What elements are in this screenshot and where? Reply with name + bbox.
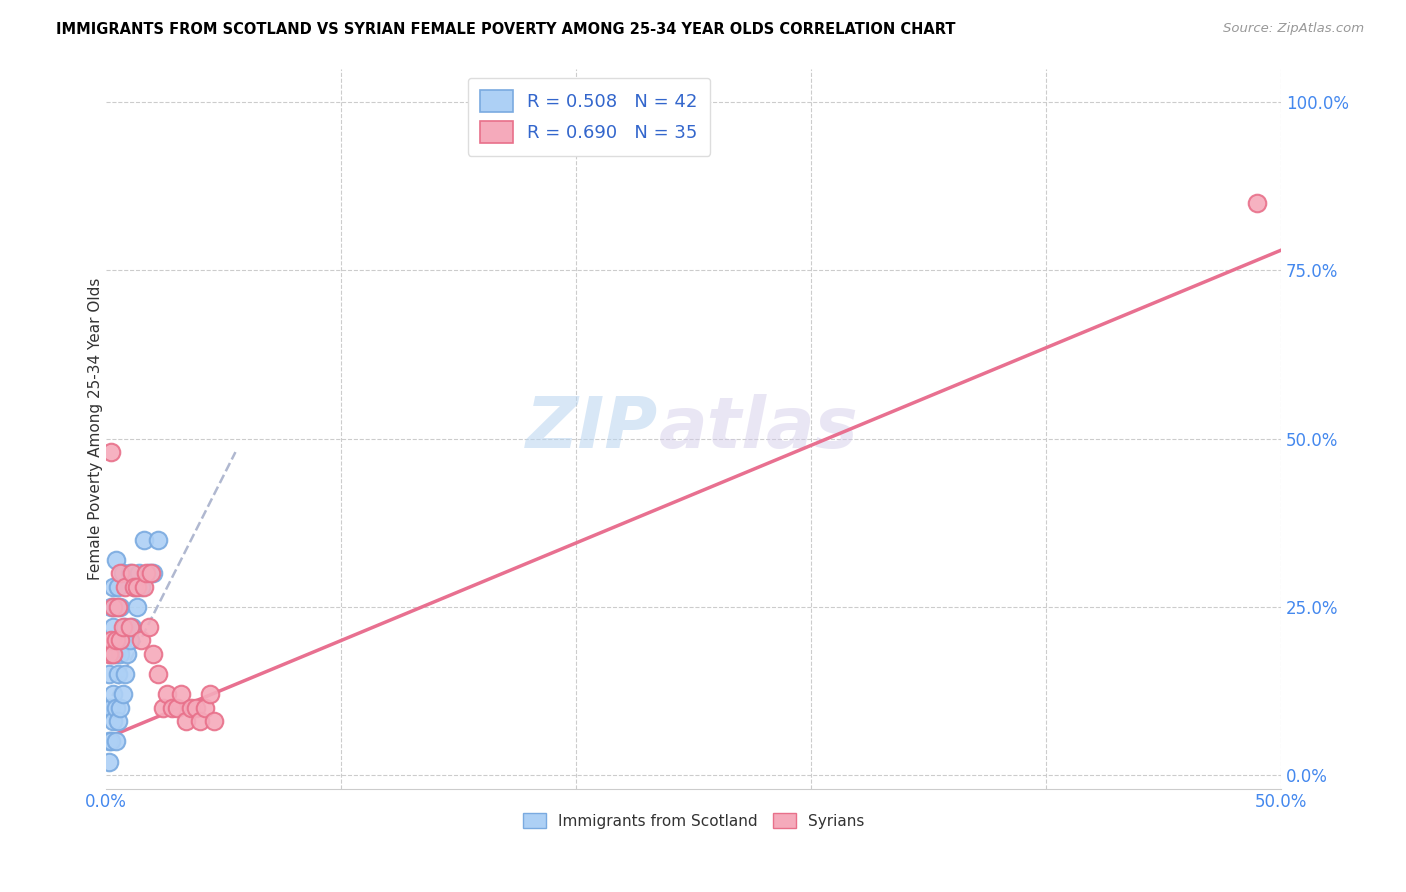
Point bbox=[166, 700, 188, 714]
Point bbox=[100, 599, 122, 614]
Point bbox=[103, 647, 125, 661]
Point bbox=[107, 633, 129, 648]
Point bbox=[103, 687, 125, 701]
Text: atlas: atlas bbox=[658, 394, 858, 463]
Point bbox=[103, 647, 125, 661]
Point bbox=[97, 755, 120, 769]
Point bbox=[124, 580, 146, 594]
Point bbox=[110, 566, 132, 581]
Point bbox=[202, 714, 225, 729]
Point bbox=[100, 700, 122, 714]
Point bbox=[142, 566, 165, 581]
Point bbox=[198, 687, 221, 701]
Point bbox=[111, 620, 134, 634]
Point bbox=[138, 620, 160, 634]
Point bbox=[110, 599, 132, 614]
Point bbox=[160, 700, 183, 714]
Point bbox=[103, 580, 125, 594]
Point bbox=[111, 566, 134, 581]
Y-axis label: Female Poverty Among 25-34 Year Olds: Female Poverty Among 25-34 Year Olds bbox=[87, 277, 103, 580]
Point bbox=[103, 714, 125, 729]
Point bbox=[174, 714, 197, 729]
Point bbox=[97, 734, 120, 748]
Point bbox=[104, 700, 127, 714]
Point bbox=[110, 647, 132, 661]
Point bbox=[107, 667, 129, 681]
Point bbox=[121, 620, 143, 634]
Point bbox=[107, 599, 129, 614]
Point bbox=[125, 599, 148, 614]
Point bbox=[139, 566, 162, 581]
Point bbox=[194, 700, 217, 714]
Point bbox=[132, 580, 155, 594]
Point bbox=[184, 700, 207, 714]
Point bbox=[104, 647, 127, 661]
Point bbox=[117, 647, 139, 661]
Point bbox=[170, 687, 193, 701]
Point bbox=[100, 445, 122, 459]
Point bbox=[188, 714, 211, 729]
Point bbox=[100, 647, 122, 661]
Point bbox=[104, 734, 127, 748]
Point bbox=[97, 647, 120, 661]
Point bbox=[110, 633, 132, 648]
Point bbox=[128, 566, 150, 581]
Point bbox=[124, 580, 146, 594]
Point bbox=[131, 580, 153, 594]
Point bbox=[125, 580, 148, 594]
Point bbox=[104, 633, 127, 648]
Point bbox=[111, 633, 134, 648]
Point bbox=[103, 599, 125, 614]
Point bbox=[104, 599, 127, 614]
Point bbox=[142, 647, 165, 661]
Point bbox=[97, 700, 120, 714]
Legend: Immigrants from Scotland, Syrians: Immigrants from Scotland, Syrians bbox=[517, 806, 870, 835]
Point bbox=[152, 700, 174, 714]
Point bbox=[156, 687, 179, 701]
Point bbox=[103, 620, 125, 634]
Point bbox=[100, 734, 122, 748]
Point bbox=[114, 667, 136, 681]
Point bbox=[110, 700, 132, 714]
Point bbox=[1246, 196, 1268, 211]
Text: ZIP: ZIP bbox=[526, 394, 658, 463]
Point bbox=[107, 714, 129, 729]
Point bbox=[121, 566, 143, 581]
Point bbox=[104, 553, 127, 567]
Point bbox=[138, 566, 160, 581]
Point bbox=[107, 580, 129, 594]
Point bbox=[132, 533, 155, 547]
Point bbox=[118, 566, 141, 581]
Text: Source: ZipAtlas.com: Source: ZipAtlas.com bbox=[1223, 22, 1364, 36]
Point bbox=[118, 633, 141, 648]
Point bbox=[111, 687, 134, 701]
Point bbox=[97, 667, 120, 681]
Point bbox=[100, 633, 122, 648]
Point bbox=[135, 566, 157, 581]
Point bbox=[180, 700, 202, 714]
Text: IMMIGRANTS FROM SCOTLAND VS SYRIAN FEMALE POVERTY AMONG 25-34 YEAR OLDS CORRELAT: IMMIGRANTS FROM SCOTLAND VS SYRIAN FEMAL… bbox=[56, 22, 956, 37]
Point bbox=[131, 633, 153, 648]
Point bbox=[146, 667, 169, 681]
Point bbox=[118, 620, 141, 634]
Point bbox=[146, 533, 169, 547]
Point bbox=[114, 620, 136, 634]
Point bbox=[114, 580, 136, 594]
